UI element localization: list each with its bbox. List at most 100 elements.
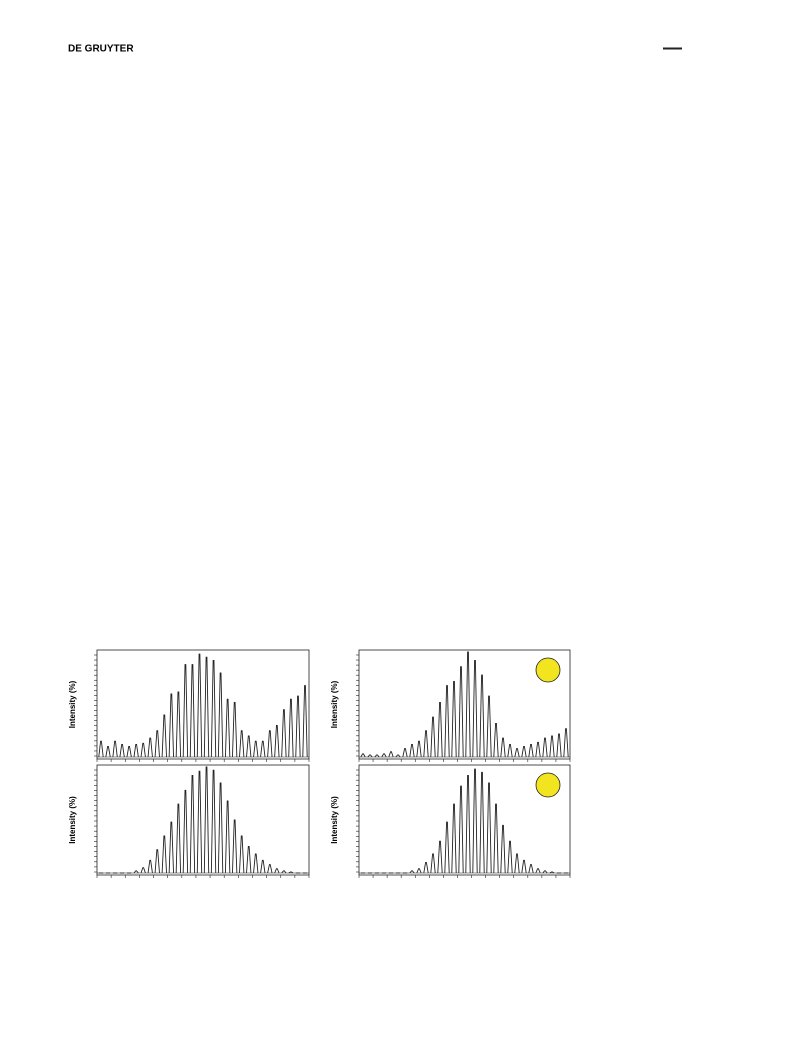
spectrum-peak [274, 725, 280, 758]
spectrum-peak [507, 743, 513, 758]
spectrum-peak [486, 782, 492, 874]
spectrum-peak [479, 674, 485, 758]
spectrum-peak [112, 740, 118, 758]
spectrum-peak [168, 693, 174, 758]
spectrum-peak [133, 870, 139, 874]
spectrum-peak [105, 746, 111, 758]
spectrum-peak [126, 746, 132, 758]
spectrum-peak [542, 737, 548, 758]
spectrum-peak [189, 775, 196, 874]
spectrum-peak [140, 742, 146, 758]
plot-frame [96, 649, 310, 760]
spectrum-peak [98, 740, 104, 758]
spectrum-peak [288, 871, 294, 874]
spectrum-peak [147, 859, 153, 874]
spectrum-peak [189, 664, 196, 758]
spectrum-peak [556, 733, 562, 758]
spectrum-peak [295, 695, 301, 758]
spectrum-peak [416, 868, 422, 874]
spectrum-peak [203, 766, 210, 874]
spectrum-peak [423, 861, 429, 874]
spectrum-peak [486, 695, 492, 758]
spectrum-peak [217, 782, 224, 874]
spectrum-peak [161, 714, 167, 758]
spectrum-peak [542, 870, 548, 874]
y-axis-label: Intensity (%) [330, 796, 339, 844]
spectrum-peak [549, 871, 555, 874]
spectrum-peak [267, 864, 273, 874]
spectrum-peak [430, 716, 436, 758]
panel-badge [535, 772, 561, 798]
spectrum-peak [437, 701, 443, 758]
spectrum-peak [253, 853, 259, 874]
spectrum-peak [239, 730, 245, 758]
spectrum-peak [210, 769, 217, 874]
spectrum-peak [182, 789, 189, 874]
spectrum-peak [451, 803, 457, 874]
spectrum-peak [458, 785, 464, 874]
spectrum-peak [444, 821, 450, 874]
spectrum-peak [360, 753, 366, 758]
spectrum-peak [521, 746, 527, 758]
spectrum-peak [224, 698, 231, 758]
spectrum-peak [388, 751, 394, 758]
spectrum-peak [161, 835, 167, 874]
spectrum-peak [175, 691, 182, 758]
spectrum-peak [465, 651, 471, 758]
panel-badge [535, 657, 561, 683]
spectrum-peak [535, 741, 541, 758]
spectrum-peak [528, 864, 534, 874]
spectrum-peak [232, 701, 238, 758]
spectrum-peak [549, 735, 555, 758]
spectrum-peak [253, 740, 259, 758]
spectrum-peak [246, 846, 252, 874]
spectrum-peak [232, 819, 238, 874]
spectrum-peak [381, 753, 387, 758]
spectrum-peak [465, 775, 471, 874]
plot-frame [96, 764, 310, 876]
spectrum-peak [472, 659, 478, 758]
publisher: DE GRUYTER [68, 44, 134, 55]
spectrum-peak [175, 803, 182, 874]
spectrum-peak [563, 728, 569, 758]
spectrum-peak [409, 743, 415, 758]
spectrum-peak [500, 737, 506, 758]
spectrum-peak [302, 685, 308, 758]
spectrum-peak [493, 722, 499, 758]
spectrum-peak [154, 849, 160, 874]
spectrum-peak [281, 870, 287, 874]
spectrum-peak [246, 735, 252, 758]
plot-frame [358, 764, 571, 876]
spectrum-peak [493, 803, 499, 874]
spectrum-peak [196, 770, 203, 874]
spectrum-peak [458, 666, 464, 758]
spectrum-peak [367, 754, 373, 758]
spectrum-peak [472, 768, 478, 874]
spectrum-peak [133, 743, 139, 758]
spectrum-peak [147, 737, 153, 758]
spectrum-peak [119, 743, 125, 758]
spectrum-peak [288, 698, 294, 758]
spectrum-peak [514, 853, 520, 874]
y-axis-label: Intensity (%) [68, 796, 77, 844]
spectrum-peak [395, 754, 401, 758]
spectrum-peak [451, 680, 457, 758]
spectrum-peak [416, 740, 422, 758]
spectrum-peak [196, 653, 203, 758]
spectrum-peak [267, 730, 273, 758]
spectrum-peak [217, 672, 224, 758]
spectrum-peak [168, 821, 174, 874]
spectrum-peak [500, 824, 506, 874]
spectrum-peak [479, 771, 485, 874]
spectrum-peak [402, 748, 408, 758]
spectrum-peak [528, 743, 534, 758]
spectrum-peak [239, 835, 245, 874]
spectrum-peak [210, 659, 217, 758]
spectrum-peak [535, 868, 541, 874]
y-axis-label: Intensity (%) [68, 680, 77, 728]
spectrum-peak [444, 685, 450, 758]
spectrum-peak [224, 800, 231, 874]
spectrum-peak [423, 730, 429, 758]
spectrum-peak [437, 840, 443, 874]
